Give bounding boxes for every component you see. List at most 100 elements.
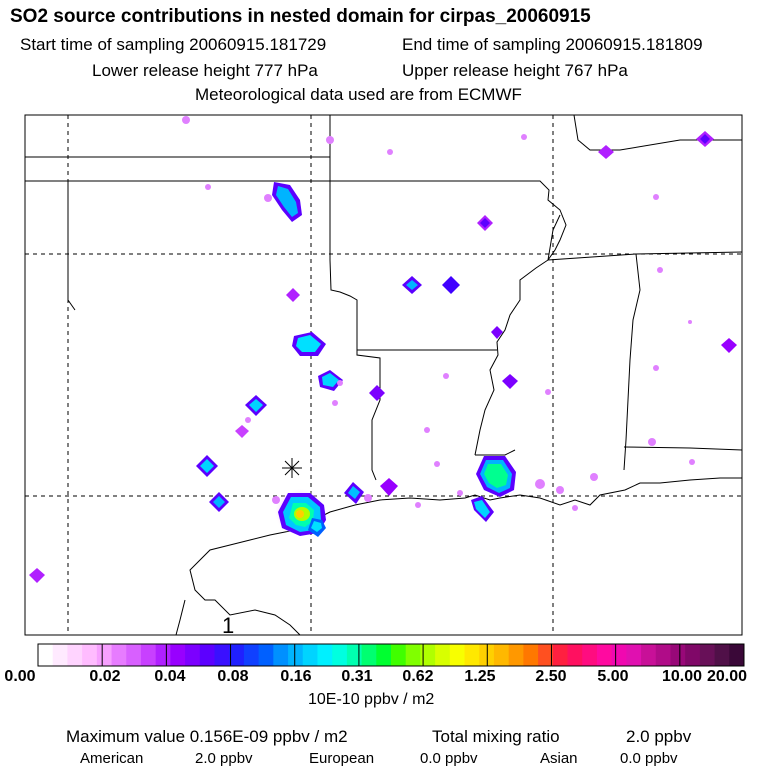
colorbar-swatch [655, 644, 671, 666]
colorbar-swatch [567, 644, 583, 666]
total-mixing-label: Total mixing ratio [432, 727, 560, 746]
blob-diamond-2-core [200, 459, 214, 473]
colorbar-swatch [538, 644, 554, 666]
colorbar-swatch [38, 644, 54, 666]
colorbar-swatch [258, 644, 274, 666]
colorbar-tick-labels: 0.00 0.02 0.04 0.08 0.16 0.31 0.62 1.25 2.50 5.00… [0, 668, 768, 688]
colorbar-swatch [346, 644, 363, 666]
colorbar-tick-label: 0.00 [4, 668, 36, 685]
blob-diamond-7-core [480, 218, 490, 228]
blob-north-1-core [276, 186, 298, 217]
colorbar-swatch [420, 644, 436, 666]
blob-galveston-core [311, 521, 322, 532]
colorbar-swatch [611, 644, 627, 666]
colorbar-swatch [302, 644, 318, 666]
colorbar-swatch [464, 644, 480, 666]
colorbar-swatch [582, 644, 598, 666]
colorbar-swatch [317, 644, 333, 666]
colorbar-tick-label: 0.31 [341, 668, 373, 685]
colorbar-frame [37, 643, 745, 667]
european-label: European [309, 750, 375, 767]
blob-diamond-5-core [406, 280, 418, 290]
upper-release-label: Upper release height 767 hPa [402, 61, 628, 80]
european-value: 0.0 ppbv [420, 750, 478, 767]
colorbar-tick-label: 0.16 [280, 668, 312, 685]
colorbar-swatch [376, 644, 392, 666]
colorbar-swatch [155, 644, 171, 666]
colorbar-swatch [96, 644, 113, 666]
panel-number: 1 [222, 613, 235, 638]
colorbar-swatch [361, 644, 377, 666]
colorbar-tick-label: 0.08 [217, 668, 249, 685]
blob-diamond-12 [380, 478, 398, 496]
colorbar-tick-label: 0.04 [154, 668, 186, 685]
colorbar-swatch [641, 644, 657, 666]
start-time-label: Start time of sampling 20060915.181729 [20, 35, 327, 54]
blob-diamond-15 [29, 568, 45, 583]
blob-diamond-13 [721, 338, 737, 353]
blob-diamond-11 [369, 385, 385, 401]
coastline [175, 477, 742, 635]
colorbar-swatch [435, 644, 451, 666]
colorbar-swatch [229, 644, 245, 666]
colorbar-swatch [714, 644, 730, 666]
colorbar-swatch [523, 644, 539, 666]
blob-houston-max [296, 510, 304, 518]
colorbar-tick-label: 0.62 [402, 668, 434, 685]
colorbar-swatch [82, 644, 98, 666]
colorbar-swatch [288, 644, 304, 666]
blob-diamond-9 [502, 374, 518, 389]
colorbar-swatch [699, 644, 716, 666]
colorbar-swatch [199, 644, 215, 666]
blob-diamond-4-core [348, 486, 360, 499]
colorbar-swatch [170, 644, 186, 666]
colorbar-swatch [185, 644, 201, 666]
state-borders [25, 115, 742, 481]
colorbar-swatch [405, 644, 421, 666]
colorbar-swatch [508, 644, 524, 666]
colorbar-swatch [111, 644, 127, 666]
blob-diamond-16 [235, 425, 249, 438]
colorbar-swatch [52, 644, 68, 666]
lower-release-label: Lower release height 777 hPa [92, 61, 318, 80]
colorbar-swatch [493, 644, 510, 666]
colorbar-swatch [596, 644, 613, 666]
blob-diamond-10 [491, 326, 503, 339]
blob-diamond-3-core [213, 496, 225, 508]
colorbar-swatch [670, 644, 686, 666]
colorbar-tick-label: 20.00 [706, 668, 748, 685]
colorbar-swatch [391, 644, 407, 666]
colorbar-tick-label: 1.25 [464, 668, 496, 685]
colorbar-swatch [685, 644, 701, 666]
blob-center-1-core [296, 335, 321, 352]
release-site-marker [282, 458, 302, 478]
colorbar-swatch [552, 644, 568, 666]
colorbar-tick-label: 2.50 [535, 668, 567, 685]
colorbar-swatch [243, 644, 260, 666]
colorbar-tick-label: 5.00 [597, 668, 629, 685]
blob-diamond-8-core [700, 134, 710, 144]
map-frame [24, 114, 743, 636]
figure-title: SO2 source contributions in nested domai… [10, 6, 591, 27]
blob-center-2-core [322, 373, 339, 387]
blob-diamond-6 [442, 276, 460, 294]
end-time-label: End time of sampling 20060915.181809 [402, 35, 703, 54]
blob-diamond-1-core [249, 399, 263, 412]
graticule-lines [25, 115, 742, 635]
asian-label: Asian [540, 750, 578, 767]
american-value: 2.0 ppbv [195, 750, 253, 767]
colorbar-swatch [449, 644, 466, 666]
colorbar-units: 10E-10 ppbv / m2 [308, 691, 435, 708]
concentration-field [29, 116, 737, 583]
colorbar-swatch [332, 644, 348, 666]
colorbar-swatch [126, 644, 142, 666]
colorbar [37, 643, 745, 667]
american-label: American [80, 750, 144, 767]
colorbar-swatch [140, 644, 157, 666]
colorbar-swatch [67, 644, 83, 666]
blob-diamond-14 [286, 288, 300, 302]
colorbar-tick-label: 0.02 [89, 668, 121, 685]
total-mixing-value: 2.0 ppbv [626, 727, 692, 746]
faint-dots [182, 116, 695, 511]
